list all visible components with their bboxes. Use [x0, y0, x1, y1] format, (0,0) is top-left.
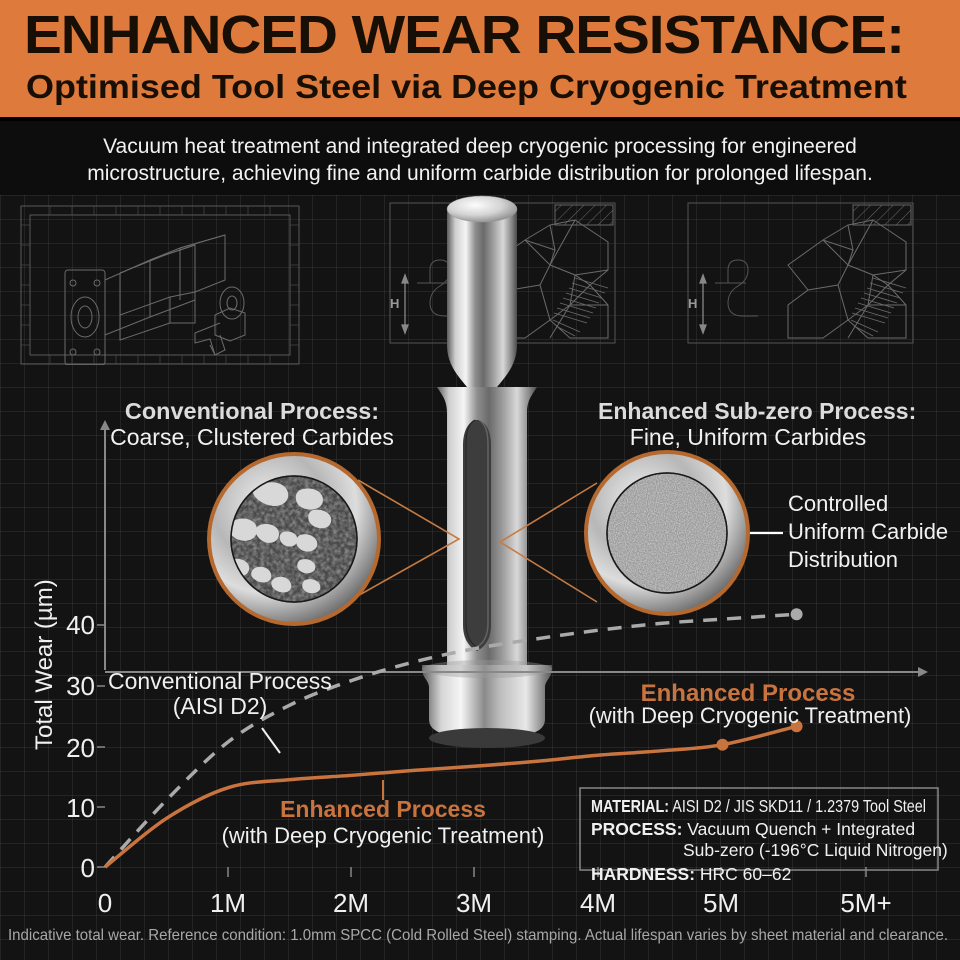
svg-text:20: 20: [66, 733, 95, 763]
svg-text:PROCESS: Vacuum Quench + Integ: PROCESS: Vacuum Quench + Integrated: [591, 819, 915, 839]
svg-text:5M+: 5M+: [840, 888, 891, 918]
svg-text:0: 0: [98, 888, 112, 918]
svg-text:1M: 1M: [210, 888, 246, 918]
svg-text:Sub-zero (-196°C Liquid Nitrog: Sub-zero (-196°C Liquid Nitrogen): [683, 840, 948, 860]
svg-text:2M: 2M: [333, 888, 369, 918]
svg-text:3M: 3M: [456, 888, 492, 918]
svg-text:HARDNESS: HRC 60–62: HARDNESS: HRC 60–62: [591, 864, 791, 884]
svg-text:10: 10: [66, 793, 95, 823]
svg-text:30: 30: [66, 671, 95, 701]
svg-text:5M: 5M: [703, 888, 739, 918]
svg-text:0: 0: [81, 853, 95, 883]
svg-text:(AISI D2): (AISI D2): [173, 693, 268, 719]
svg-text:4M: 4M: [580, 888, 616, 918]
svg-text:Indicative total wear. Referen: Indicative total wear. Reference conditi…: [8, 927, 948, 944]
svg-text:(with Deep Cryogenic Treatment: (with Deep Cryogenic Treatment): [589, 703, 912, 728]
svg-text:Total Wear (µm): Total Wear (µm): [31, 579, 58, 750]
svg-text:Conventional Process: Conventional Process: [108, 668, 332, 694]
svg-text:MATERIAL: AISI D2 / JIS SKD11: MATERIAL: AISI D2 / JIS SKD11 / 1.2379 T…: [591, 796, 926, 816]
svg-text:(with Deep Cryogenic Treatment: (with Deep Cryogenic Treatment): [222, 823, 545, 848]
svg-text:40: 40: [66, 610, 95, 640]
